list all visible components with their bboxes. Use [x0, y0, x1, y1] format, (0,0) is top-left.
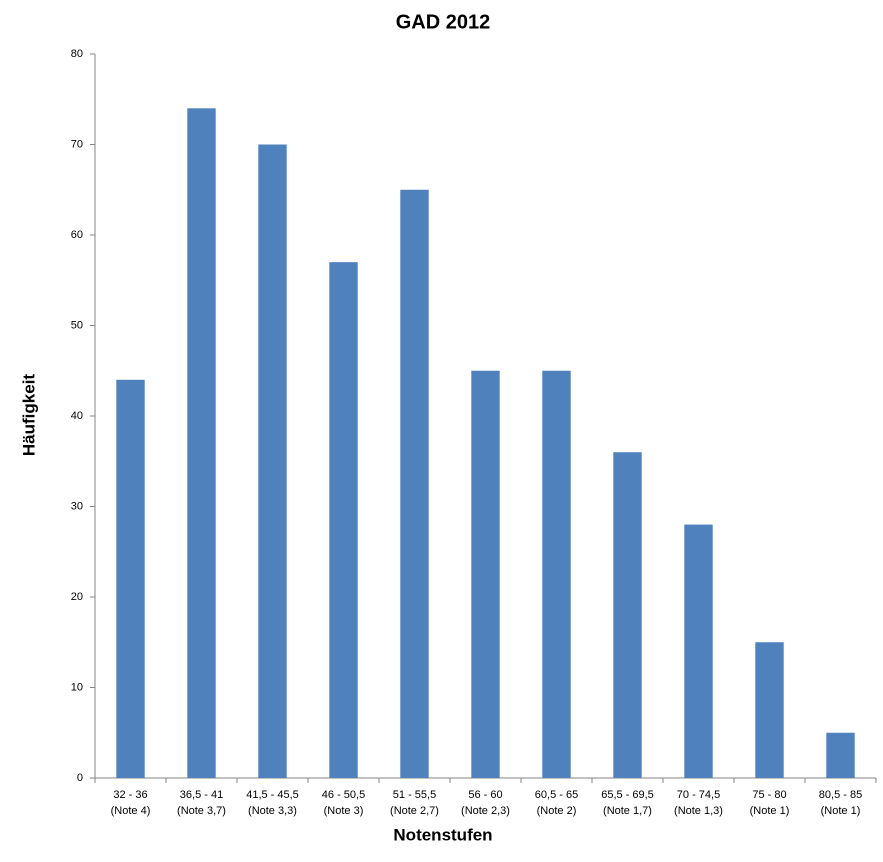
bar: [400, 189, 429, 778]
x-tick-label: (Note 3,3): [248, 805, 297, 817]
y-tick-label: 30: [71, 500, 83, 512]
x-tick-label: 46 - 50,5: [322, 789, 365, 801]
x-tick-label: 36,5 - 41: [180, 789, 223, 801]
x-tick-label: (Note 3,7): [177, 805, 226, 817]
x-tick-label: (Note 1,3): [674, 805, 723, 817]
bar: [755, 642, 784, 778]
x-tick-label: 75 - 80: [752, 789, 786, 801]
bar: [471, 370, 500, 778]
y-tick-label: 50: [71, 319, 83, 331]
x-tick-label: 41,5 - 45,5: [246, 789, 299, 801]
y-tick-label: 20: [71, 591, 83, 603]
x-tick-label: 65,5 - 69,5: [601, 789, 654, 801]
x-tick-label: (Note 2): [537, 805, 577, 817]
bar: [684, 524, 713, 778]
x-tick-label: (Note 2,7): [390, 805, 439, 817]
bar: [613, 452, 642, 778]
x-tick-label: (Note 2,3): [461, 805, 510, 817]
bar: [826, 732, 855, 778]
x-tick-label: 51 - 55,5: [393, 789, 436, 801]
y-axis-title: Häufigkeit: [19, 374, 38, 457]
x-tick-label: (Note 1): [821, 805, 861, 817]
x-tick-label: (Note 1,7): [603, 805, 652, 817]
x-tick-label: (Note 1): [750, 805, 790, 817]
x-tick-label: 32 - 36: [113, 789, 147, 801]
y-tick-label: 70: [71, 138, 83, 150]
y-tick-label: 80: [71, 48, 83, 60]
x-tick-label: 56 - 60: [468, 789, 502, 801]
bar: [542, 370, 571, 778]
x-tick-label: 70 - 74,5: [677, 789, 720, 801]
bar: [258, 144, 287, 778]
bar: [329, 262, 358, 778]
y-tick-label: 60: [71, 229, 83, 241]
y-tick-label: 10: [71, 681, 83, 693]
y-tick-label: 40: [71, 410, 83, 422]
x-tick-label: 60,5 - 65: [535, 789, 578, 801]
y-tick-label: 0: [77, 772, 83, 784]
x-tick-label: (Note 3): [324, 805, 364, 817]
bar: [116, 379, 145, 778]
x-axis-title: Notenstufen: [393, 825, 492, 844]
x-tick-label: 80,5 - 85: [819, 789, 862, 801]
chart-title: GAD 2012: [396, 11, 491, 33]
x-tick-label: (Note 4): [111, 805, 151, 817]
bar: [187, 108, 216, 779]
